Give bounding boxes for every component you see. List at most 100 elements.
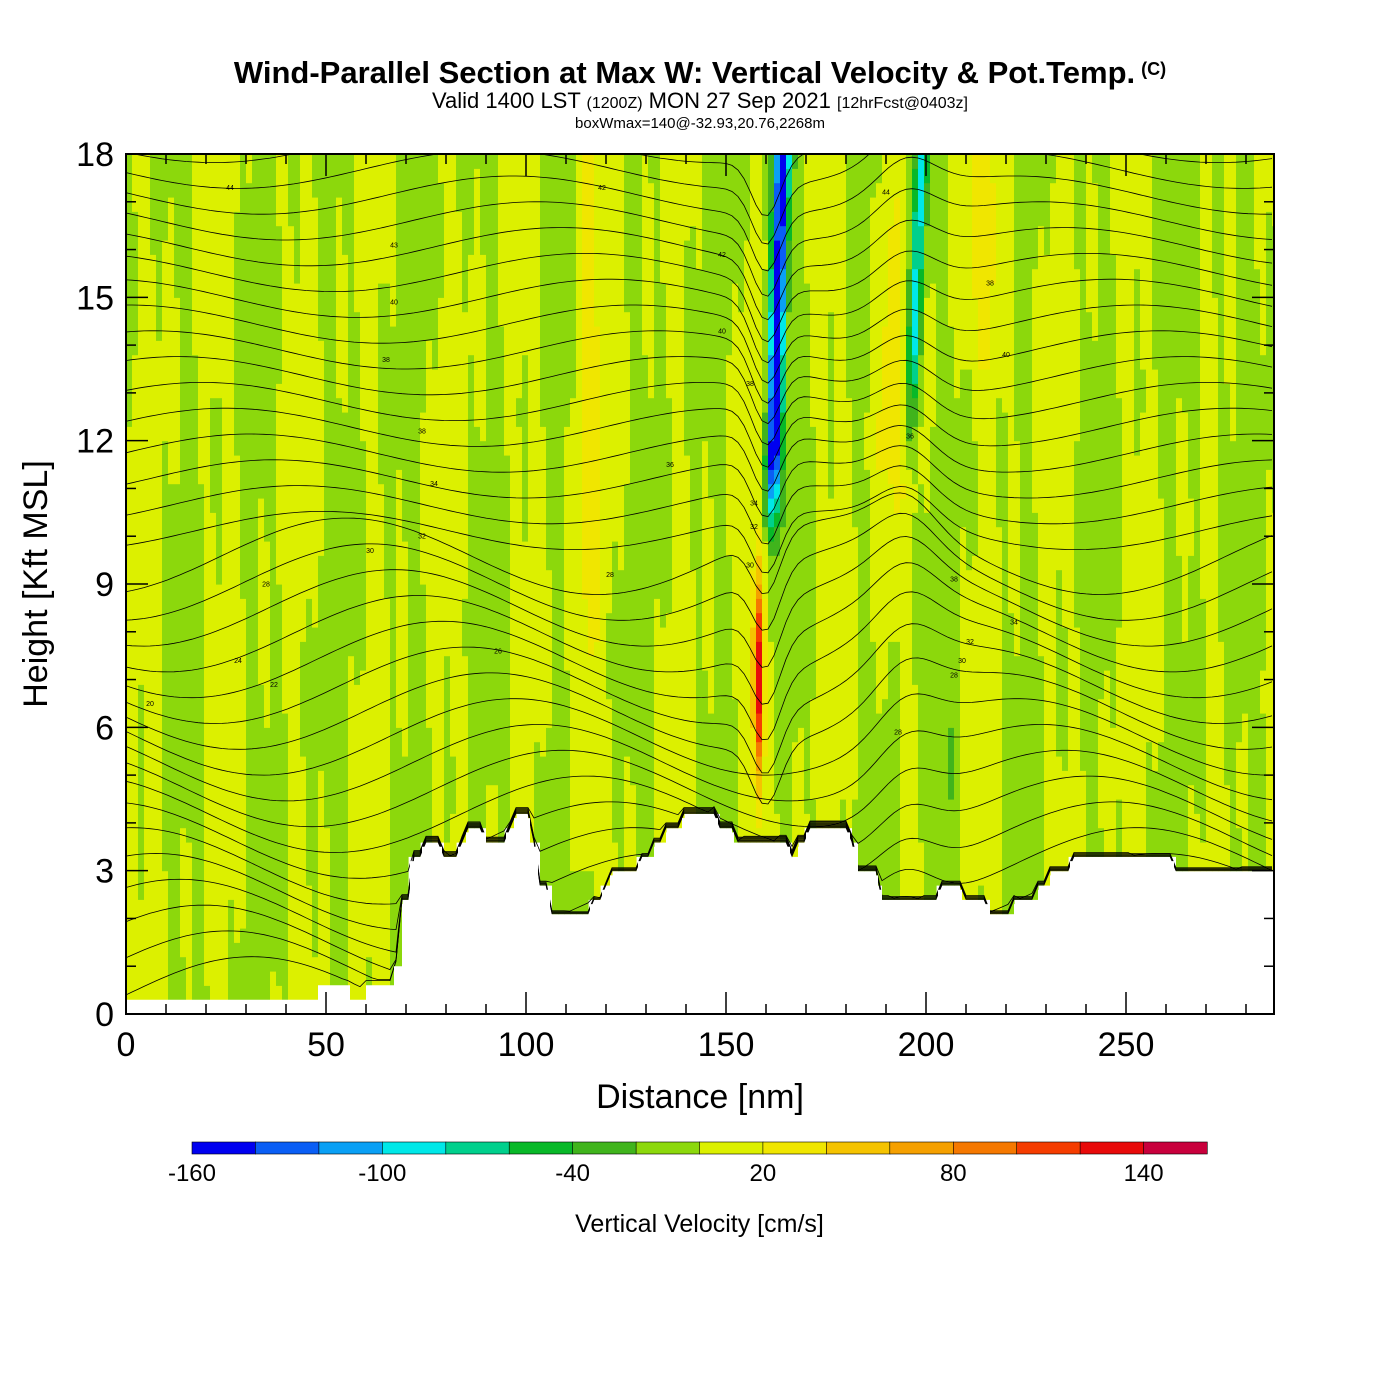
velocity-cell	[168, 469, 175, 485]
velocity-cell	[372, 498, 379, 513]
velocity-cell	[408, 770, 415, 786]
velocity-cell	[156, 655, 163, 671]
velocity-cell	[144, 770, 151, 786]
velocity-cell	[606, 182, 613, 198]
velocity-cell	[348, 240, 355, 255]
velocity-cell	[504, 799, 511, 814]
velocity-cell	[282, 655, 289, 671]
velocity-cell	[558, 584, 565, 599]
velocity-cell	[552, 369, 559, 384]
velocity-cell	[144, 397, 151, 413]
velocity-cell	[126, 383, 133, 399]
velocity-cell	[204, 584, 211, 599]
velocity-cell	[666, 469, 673, 485]
velocity-cell	[444, 612, 451, 628]
velocity-cell	[588, 612, 595, 628]
velocity-cell	[384, 211, 391, 227]
velocity-cell	[210, 641, 217, 657]
velocity-cell	[240, 827, 247, 843]
velocity-cell	[654, 455, 661, 470]
velocity-cell	[558, 440, 565, 456]
velocity-cell	[144, 584, 151, 599]
velocity-cell	[330, 928, 337, 943]
velocity-cell	[324, 784, 331, 800]
velocity-cell	[420, 426, 427, 442]
velocity-cell	[168, 985, 175, 1001]
velocity-cell	[204, 870, 211, 886]
velocity-cell	[138, 311, 145, 327]
velocity-cell	[522, 354, 529, 370]
velocity-cell	[198, 397, 205, 413]
velocity-cell	[348, 813, 355, 829]
velocity-cell	[402, 397, 409, 413]
velocity-cell	[492, 283, 499, 298]
velocity-cell	[510, 283, 517, 298]
velocity-cell	[444, 426, 451, 442]
velocity-cell	[630, 240, 637, 255]
velocity-cell	[612, 369, 619, 384]
velocity-cell	[588, 770, 595, 786]
velocity-cell	[552, 627, 559, 642]
velocity-cell	[504, 813, 511, 829]
velocity-cell	[150, 670, 157, 685]
velocity-cell	[642, 584, 649, 599]
velocity-cell	[444, 182, 451, 198]
velocity-cell	[570, 655, 577, 671]
velocity-cell	[216, 326, 223, 341]
velocity-cell	[162, 440, 169, 456]
velocity-cell	[522, 670, 529, 685]
velocity-cell	[174, 971, 181, 986]
velocity-cell	[516, 498, 523, 513]
velocity-cell	[456, 469, 463, 485]
velocity-cell	[288, 283, 295, 298]
velocity-cell	[132, 885, 139, 900]
velocity-cell	[426, 827, 433, 843]
velocity-cell	[372, 770, 379, 786]
velocity-cell	[456, 311, 463, 327]
velocity-cell	[492, 713, 499, 728]
velocity-cell	[168, 412, 175, 427]
velocity-cell	[156, 741, 163, 757]
velocity-cell	[462, 225, 469, 241]
velocity-cell	[534, 713, 541, 728]
velocity-cell	[498, 827, 505, 843]
velocity-cell	[288, 985, 295, 1001]
velocity-cell	[312, 899, 319, 915]
velocity-cell	[354, 340, 361, 356]
velocity-cell	[180, 942, 187, 958]
velocity-cell	[618, 741, 625, 757]
velocity-cell	[432, 813, 439, 829]
velocity-cell	[342, 684, 349, 700]
velocity-cell	[288, 770, 295, 786]
velocity-cell	[534, 756, 541, 771]
velocity-cell	[564, 569, 571, 585]
velocity-cell	[150, 154, 157, 169]
velocity-cell	[486, 670, 493, 685]
velocity-cell	[510, 598, 517, 614]
velocity-cell	[258, 942, 265, 958]
velocity-cell	[468, 469, 475, 485]
velocity-cell	[204, 354, 211, 370]
velocity-cell	[534, 770, 541, 786]
velocity-cell	[600, 784, 607, 800]
velocity-cell	[126, 985, 133, 1001]
velocity-cell	[348, 627, 355, 642]
velocity-cell	[648, 670, 655, 685]
velocity-cell	[654, 526, 661, 542]
velocity-cell	[528, 283, 535, 298]
velocity-cell	[426, 512, 433, 528]
velocity-cell	[546, 641, 553, 657]
velocity-cell	[186, 827, 193, 843]
velocity-cell	[642, 541, 649, 556]
velocity-cell	[594, 426, 601, 442]
velocity-cell	[660, 641, 667, 657]
velocity-cell	[582, 412, 589, 427]
velocity-cell	[282, 698, 289, 714]
velocity-cell	[666, 698, 673, 714]
velocity-cell	[666, 211, 673, 227]
velocity-cell	[402, 440, 409, 456]
velocity-cell	[336, 899, 343, 915]
velocity-cell	[402, 641, 409, 657]
velocity-cell	[456, 598, 463, 614]
velocity-cell	[174, 584, 181, 599]
